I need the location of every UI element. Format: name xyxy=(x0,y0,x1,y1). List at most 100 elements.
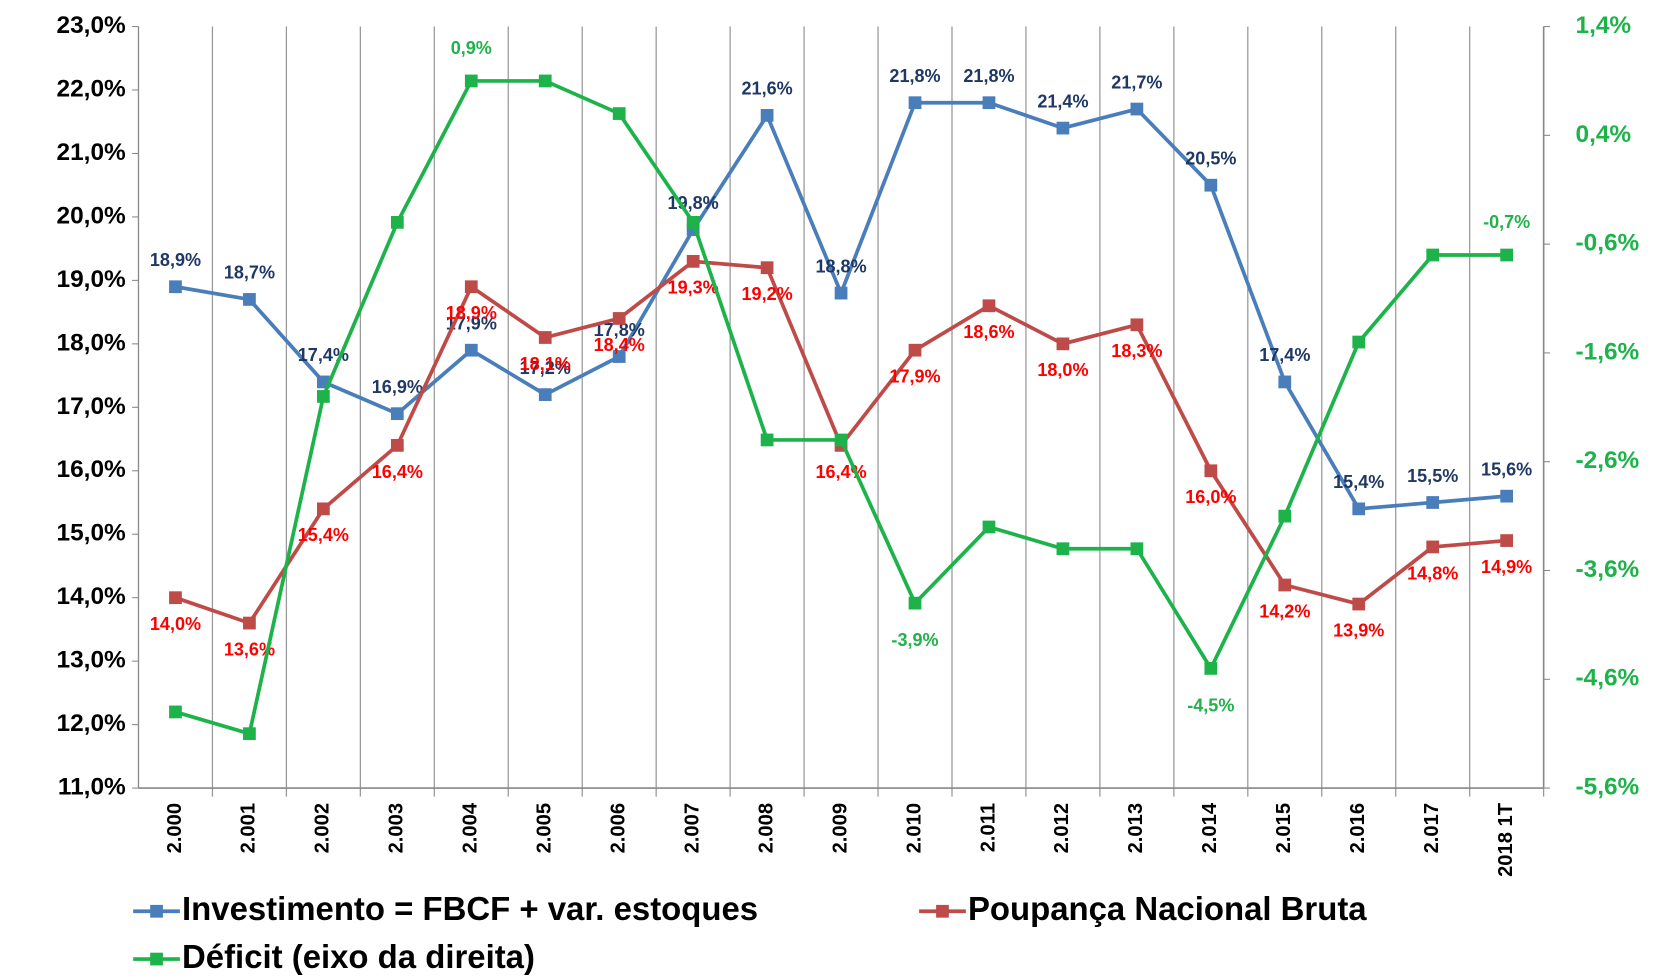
x-tick-label: 2.014 xyxy=(1199,802,1221,853)
data-label: 21,8% xyxy=(889,66,940,86)
x-tick-label: 2.016 xyxy=(1347,803,1369,853)
data-label: 14,0% xyxy=(150,614,201,634)
data-label: 17,9% xyxy=(889,367,940,387)
data-label: 18,8% xyxy=(815,256,866,276)
x-tick-label: 2.015 xyxy=(1273,803,1295,853)
data-point xyxy=(982,520,996,534)
data-label: 21,8% xyxy=(963,66,1014,86)
legend-marker xyxy=(936,904,949,918)
y-tick-label: 23,0% xyxy=(57,12,127,39)
data-label: 17,4% xyxy=(298,345,349,365)
data-label: 19,8% xyxy=(668,193,719,213)
data-label: 21,4% xyxy=(1037,91,1088,111)
y-tick-label: 21,0% xyxy=(57,139,127,166)
y-tick-label: 14,0% xyxy=(57,583,127,610)
data-point xyxy=(908,343,922,357)
data-point xyxy=(169,705,182,719)
data-point xyxy=(169,591,182,605)
legend-label: Déficit (eixo da direita) xyxy=(182,938,535,975)
data-label: 21,6% xyxy=(742,79,793,99)
data-label: 19,3% xyxy=(668,278,719,298)
data-point xyxy=(1352,335,1366,349)
data-label: 18,4% xyxy=(594,335,645,355)
y-tick-label: 12,0% xyxy=(57,710,127,737)
data-point xyxy=(464,74,478,88)
data-label: 16,9% xyxy=(372,377,423,397)
x-tick-label: 2.001 xyxy=(238,803,260,853)
data-point xyxy=(982,299,996,313)
data-point xyxy=(834,433,848,447)
data-label: 16,0% xyxy=(1185,487,1236,507)
x-tick-label: 2.005 xyxy=(534,803,556,853)
data-label: 18,1% xyxy=(520,354,571,374)
data-point xyxy=(686,254,700,268)
data-point xyxy=(538,74,552,88)
data-label: 17,4% xyxy=(1259,345,1310,365)
data-point xyxy=(1426,248,1440,262)
data-point xyxy=(317,390,330,403)
y2-tick-label: -5,6% xyxy=(1575,774,1639,801)
data-label: -4,5% xyxy=(1187,695,1234,715)
data-point xyxy=(1426,496,1440,509)
data-point xyxy=(1204,178,1218,192)
data-label: 21,7% xyxy=(1111,72,1162,92)
data-label: 18,6% xyxy=(963,322,1014,342)
data-point xyxy=(1352,502,1366,516)
data-label: 14,8% xyxy=(1407,563,1458,583)
y2-tick-label: -3,6% xyxy=(1575,556,1639,583)
data-label: 18,9% xyxy=(446,303,497,323)
data-point xyxy=(1130,318,1144,332)
y-tick-label: 18,0% xyxy=(57,329,127,356)
x-tick-label: 2.004 xyxy=(460,802,482,853)
data-point xyxy=(390,215,404,229)
legend-label: Investimento = FBCF + var. estoques xyxy=(182,890,758,927)
data-point xyxy=(1204,464,1218,478)
data-point xyxy=(538,331,552,344)
y-tick-label: 20,0% xyxy=(57,202,127,229)
data-point xyxy=(243,616,256,630)
legend-label: Poupança Nacional Bruta xyxy=(968,890,1367,927)
x-tick-label: 2.003 xyxy=(386,803,408,853)
y2-tick-label: -0,6% xyxy=(1575,230,1639,257)
x-tick-label: 2.007 xyxy=(681,803,703,853)
data-point xyxy=(1204,662,1218,675)
data-label: 16,4% xyxy=(372,462,423,482)
data-label: 0,9% xyxy=(451,38,492,58)
data-label: 15,4% xyxy=(298,525,349,545)
data-point xyxy=(1278,509,1292,523)
data-point xyxy=(1278,375,1292,389)
data-point xyxy=(390,407,404,421)
data-point xyxy=(612,350,626,363)
data-point xyxy=(243,727,256,741)
x-tick-label: 2.010 xyxy=(903,803,925,853)
data-label: 18,0% xyxy=(1037,360,1088,380)
x-tick-label: 2.006 xyxy=(608,803,630,853)
data-point xyxy=(169,280,182,294)
x-tick-label: 2.017 xyxy=(1421,803,1443,853)
data-point xyxy=(612,312,626,325)
data-point xyxy=(686,215,700,229)
data-label: 17,2% xyxy=(520,358,571,378)
data-point xyxy=(1056,337,1070,351)
y2-tick-label: -4,6% xyxy=(1575,665,1639,692)
data-point xyxy=(1130,542,1144,556)
data-label: 17,8% xyxy=(594,320,645,340)
data-point xyxy=(1130,102,1144,116)
y2-tick-label: 0,4% xyxy=(1575,121,1631,148)
y2-tick-label: -1,6% xyxy=(1575,338,1639,365)
x-tick-label: 2.012 xyxy=(1051,803,1073,853)
data-point xyxy=(1056,121,1070,135)
data-point xyxy=(1500,248,1514,262)
y2-tick-label: 1,4% xyxy=(1575,12,1631,39)
data-point xyxy=(1500,489,1514,503)
legend-marker xyxy=(150,904,163,918)
data-point xyxy=(538,388,552,401)
x-tick-label: 2.011 xyxy=(977,803,999,852)
series-line xyxy=(174,79,1507,737)
data-point xyxy=(760,433,774,447)
data-label: 15,4% xyxy=(1333,472,1384,492)
data-point xyxy=(908,96,922,110)
data-point xyxy=(1500,534,1514,547)
x-tick-label: 2.002 xyxy=(312,803,334,853)
